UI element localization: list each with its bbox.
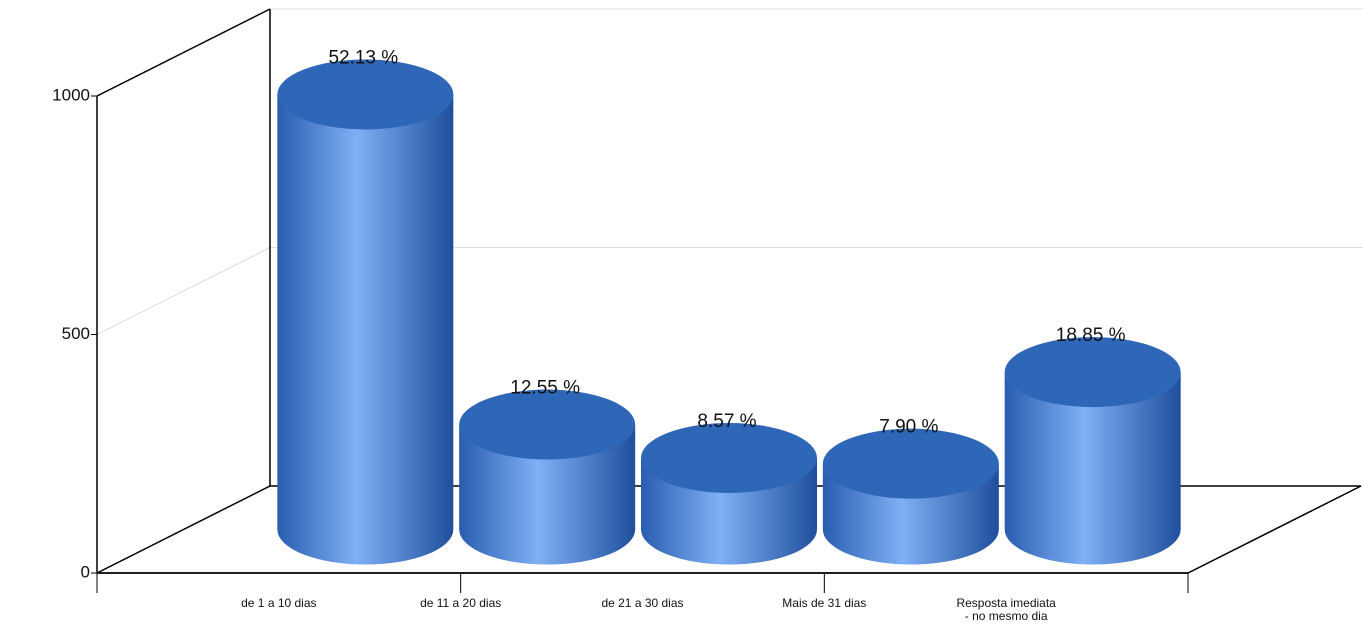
bar [459, 424, 636, 565]
bar-top [641, 422, 817, 493]
value-label: 52.13 % [328, 47, 398, 68]
bar-top [822, 428, 999, 499]
x-tick-label: Resposta imediata - no mesmo dia [956, 596, 1056, 623]
bar-top [1004, 337, 1181, 408]
value-label: 18.85 % [1056, 325, 1126, 346]
grid-line [96, 247, 271, 335]
value-label: 12.55 % [510, 378, 580, 399]
bar [277, 94, 454, 565]
x-tick-label: de 11 a 20 dias [420, 596, 502, 610]
bar-top [459, 389, 636, 460]
x-tick-label: de 1 a 10 dias [241, 596, 317, 610]
bar [1004, 372, 1181, 565]
x-tick-label: Mais de 31 dias [782, 596, 867, 610]
bar-top [277, 59, 454, 130]
value-label: 7.90 % [879, 417, 938, 438]
x-tick-label: de 21 a 30 dias [601, 596, 684, 610]
y-tick-label: 0 [81, 562, 90, 581]
value-label: 8.57 % [697, 411, 756, 432]
y-tick-label: 500 [62, 324, 90, 343]
y-tick-label: 1000 [52, 85, 90, 104]
axis [96, 8, 271, 97]
